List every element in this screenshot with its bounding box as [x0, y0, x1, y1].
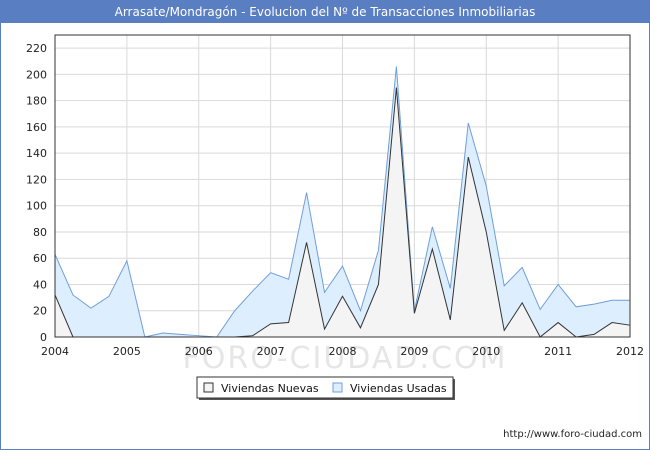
legend-label-viviendas-nuevas: Viviendas Nuevas [221, 382, 319, 395]
watermark: FORO-CIUDAD.COM [183, 341, 508, 376]
x-tick-label: 2008 [329, 345, 357, 358]
x-tick-label: 2006 [185, 345, 213, 358]
y-tick-label: 140 [26, 147, 47, 160]
y-tick-label: 220 [26, 42, 47, 55]
x-tick-label: 2011 [544, 345, 572, 358]
plot-border [54, 34, 631, 338]
x-tick-label: 2004 [41, 345, 69, 358]
x-tick-label: 2009 [400, 345, 428, 358]
series-viviendas-nuevas-area [55, 87, 630, 338]
chart-title: Arrasate/Mondragón - Evolucion del Nº de… [1, 1, 649, 23]
legend-swatch-viviendas-nuevas [203, 382, 214, 393]
source-url: http://www.foro-ciudad.com [503, 429, 642, 440]
y-tick-label: 0 [40, 331, 47, 344]
x-tick-label: 2007 [257, 345, 285, 358]
legend-swatch-viviendas-usadas [332, 382, 343, 393]
x-tick-label: 2005 [113, 345, 141, 358]
y-tick-label: 40 [33, 278, 47, 291]
y-tick-label: 20 [33, 305, 47, 318]
series-viviendas-usadas-line [54, 66, 630, 338]
y-tick-label: 100 [26, 200, 47, 213]
legend-box [196, 376, 454, 399]
x-tick-label: 2010 [472, 345, 500, 358]
y-tick-label: 160 [26, 121, 47, 134]
y-tick-label: 60 [33, 252, 47, 265]
y-tick-label: 180 [26, 95, 47, 108]
y-tick-label: 120 [26, 173, 47, 186]
y-tick-label: 200 [26, 68, 47, 81]
legend-label-viviendas-usadas: Viviendas Usadas [350, 382, 447, 395]
y-tick-label: 80 [33, 226, 47, 239]
x-tick-label: 2012 [616, 345, 644, 358]
